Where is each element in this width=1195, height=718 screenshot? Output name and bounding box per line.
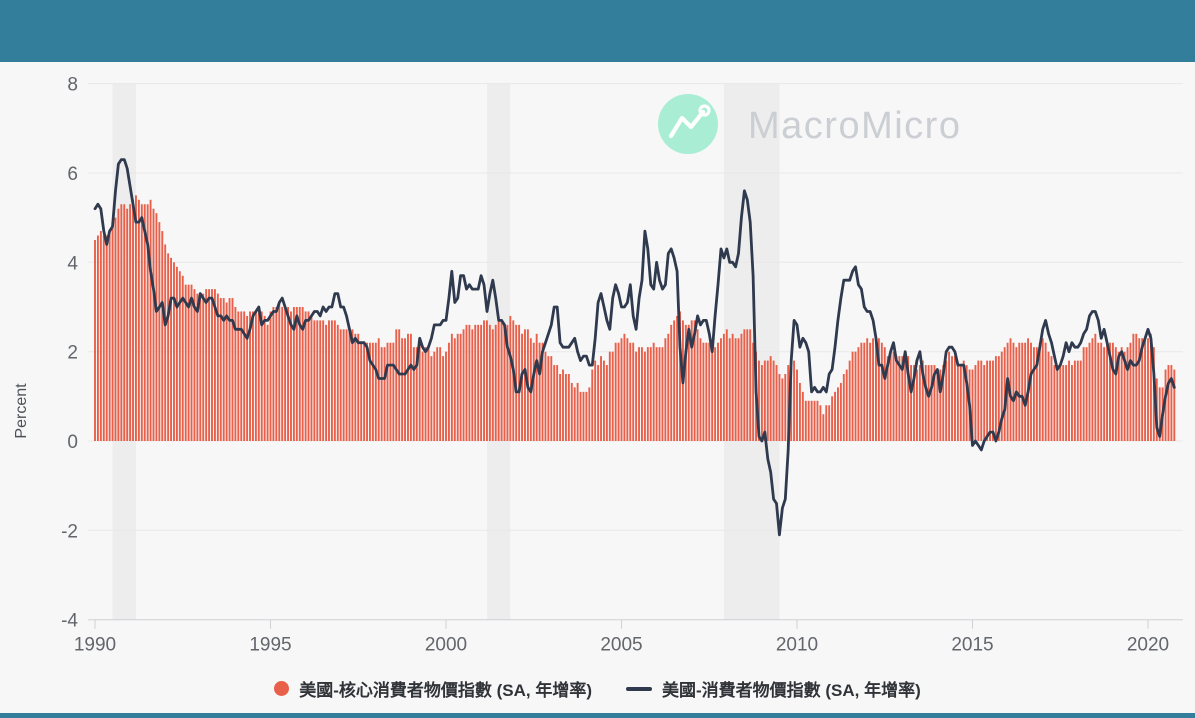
x-tick-label: 2005 xyxy=(600,635,642,656)
legend-line-icon xyxy=(626,686,652,691)
chart-legend: 美國-核心消費者物價指數 (SA, 年增率) 美國-消費者物價指數 (SA, 年… xyxy=(0,676,1195,701)
x-tick-label: 2015 xyxy=(951,635,993,656)
y-tick-label: 8 xyxy=(67,75,78,96)
x-tick-label: 2020 xyxy=(1127,635,1169,656)
legend-item-core-cpi[interactable]: 美國-核心消費者物價指數 (SA, 年增率) xyxy=(274,676,592,701)
legend-item-cpi[interactable]: 美國-消費者物價指數 (SA, 年增率) xyxy=(626,676,921,701)
x-tick-label: 1995 xyxy=(249,635,291,656)
x-tick-label: 1990 xyxy=(74,635,116,656)
x-tick-label: 2000 xyxy=(425,635,467,656)
x-axis: 1990 1995 2000 2005 2010 2015 2020 xyxy=(74,619,1169,656)
chart-plot-area[interactable]: 8 6 4 2 0 -2 -4 MacroMicro 1990 1995 2000 2005 2010 2… xyxy=(0,62,1195,668)
macromicro-watermark: MacroMicro xyxy=(658,94,961,154)
y-tick-label: 6 xyxy=(67,164,78,185)
y-tick-label: -2 xyxy=(61,521,78,542)
y-axis-labels: 8 6 4 2 0 -2 -4 xyxy=(61,75,78,632)
bottom-accent-bar xyxy=(0,713,1195,718)
legend-dot-icon xyxy=(274,681,290,696)
chart-container: Percent 8 6 4 2 0 -2 -4 MacroMicro 1990 1995 2000 2… xyxy=(0,62,1195,668)
watermark-text: MacroMicro xyxy=(748,105,961,147)
x-tick-label: 2010 xyxy=(776,635,818,656)
y-tick-label: -4 xyxy=(61,611,78,632)
y-tick-label: 2 xyxy=(67,343,78,364)
y-tick-label: 4 xyxy=(67,253,78,274)
y-tick-label: 0 xyxy=(67,432,78,453)
top-nav-bar xyxy=(0,0,1195,62)
cpi-line[interactable] xyxy=(93,158,1176,537)
legend-label-cpi: 美國-消費者物價指數 (SA, 年增率) xyxy=(662,681,921,700)
y-axis-title: Percent xyxy=(13,383,30,439)
legend-label-core-cpi: 美國-核心消費者物價指數 (SA, 年增率) xyxy=(299,681,592,700)
